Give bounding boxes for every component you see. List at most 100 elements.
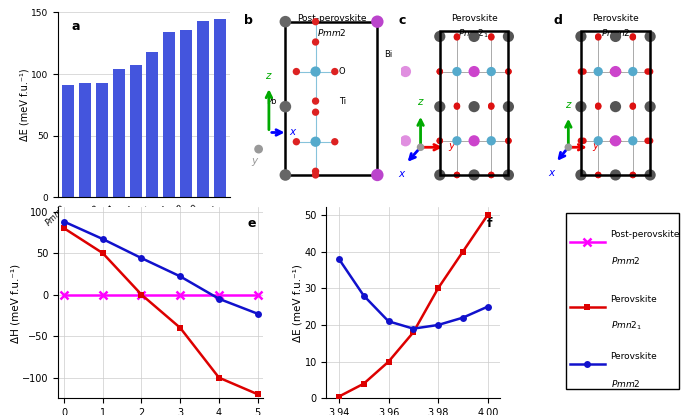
Text: $y$: $y$ <box>251 156 260 168</box>
Point <box>469 68 479 75</box>
Text: $\it{Pmn2_1}$: $\it{Pmn2_1}$ <box>610 320 642 332</box>
Text: $z$: $z$ <box>564 100 572 110</box>
Text: $y$: $y$ <box>448 141 456 153</box>
Point <box>593 172 603 178</box>
Point <box>486 172 497 178</box>
Point <box>310 18 321 25</box>
Point <box>434 33 445 40</box>
Point <box>291 139 302 145</box>
Bar <box>197 21 209 197</box>
Text: $x$: $x$ <box>290 127 298 137</box>
Text: Perovskite: Perovskite <box>592 14 639 23</box>
Point <box>612 68 623 75</box>
Point <box>310 172 321 178</box>
Point <box>469 137 479 144</box>
Point <box>451 172 462 178</box>
Text: $\it{Pmn2_1}$: $\it{Pmn2_1}$ <box>458 27 490 40</box>
Bar <box>180 30 192 197</box>
Text: Perovskite: Perovskite <box>451 14 497 23</box>
Bar <box>79 83 91 197</box>
Point <box>280 103 291 110</box>
Point <box>310 39 321 45</box>
Text: b: b <box>244 14 253 27</box>
Point <box>610 103 621 110</box>
Point <box>310 98 321 105</box>
Text: $\it{Pmm2}$: $\it{Pmm2}$ <box>601 27 630 38</box>
Point <box>575 33 586 40</box>
Point <box>310 68 321 75</box>
Text: $z$: $z$ <box>416 98 425 107</box>
Point <box>469 137 479 144</box>
Point <box>372 18 383 25</box>
Point <box>503 103 514 110</box>
Y-axis label: ΔE (meV f.u.⁻¹): ΔE (meV f.u.⁻¹) <box>293 264 303 342</box>
Bar <box>286 22 377 175</box>
Bar <box>129 66 142 197</box>
Point <box>627 34 638 41</box>
Text: $x$: $x$ <box>548 168 556 178</box>
Point <box>610 137 621 144</box>
Point <box>645 33 656 40</box>
Point <box>503 137 514 144</box>
Point <box>400 68 411 75</box>
Point <box>291 68 302 75</box>
Point <box>575 137 586 144</box>
Point <box>593 33 603 40</box>
Point <box>451 137 462 144</box>
Point <box>610 33 621 40</box>
Y-axis label: ΔH (meV f.u.⁻¹): ΔH (meV f.u.⁻¹) <box>10 264 21 342</box>
Point <box>608 137 619 144</box>
Text: $\it{Pmm2}$: $\it{Pmm2}$ <box>610 378 640 388</box>
Point <box>400 137 411 144</box>
Point <box>451 68 462 75</box>
Point <box>434 103 445 110</box>
Point <box>642 68 653 75</box>
Point <box>469 172 479 178</box>
Text: d: d <box>553 14 562 27</box>
Point <box>451 34 462 41</box>
Point <box>503 172 514 178</box>
Point <box>503 137 514 144</box>
Point <box>593 103 603 110</box>
Point <box>469 137 479 144</box>
Point <box>486 33 497 40</box>
Point <box>593 68 603 75</box>
Text: Perovskite: Perovskite <box>610 295 658 304</box>
Bar <box>581 31 650 175</box>
Text: $\it{Pmm2}$: $\it{Pmm2}$ <box>317 27 347 38</box>
Point <box>627 68 638 75</box>
Point <box>503 68 514 75</box>
Point <box>451 33 462 40</box>
Point <box>469 103 479 110</box>
Point <box>593 34 603 41</box>
Text: O: O <box>339 67 345 76</box>
Point <box>434 137 445 144</box>
Point <box>593 172 603 178</box>
Point <box>645 172 656 178</box>
Bar <box>214 19 226 197</box>
Point <box>627 172 638 178</box>
Text: $\it{Pmm2}$: $\it{Pmm2}$ <box>610 256 640 266</box>
Bar <box>440 31 508 175</box>
Text: c: c <box>399 14 406 27</box>
Point <box>503 68 514 75</box>
Point <box>627 103 638 110</box>
Point <box>280 18 291 25</box>
Point <box>451 172 462 178</box>
Point <box>469 68 479 75</box>
Point <box>610 172 621 178</box>
Point <box>645 68 656 75</box>
Point <box>329 139 340 145</box>
Point <box>578 137 589 144</box>
Point <box>642 137 653 144</box>
Text: Perovskite: Perovskite <box>610 352 658 361</box>
Text: $x$: $x$ <box>398 169 406 179</box>
Point <box>469 68 479 75</box>
Text: f: f <box>486 217 492 230</box>
Point <box>563 144 574 151</box>
Point <box>608 68 619 75</box>
Point <box>503 33 514 40</box>
Point <box>329 68 340 75</box>
Point <box>575 172 586 178</box>
Point <box>451 103 462 109</box>
